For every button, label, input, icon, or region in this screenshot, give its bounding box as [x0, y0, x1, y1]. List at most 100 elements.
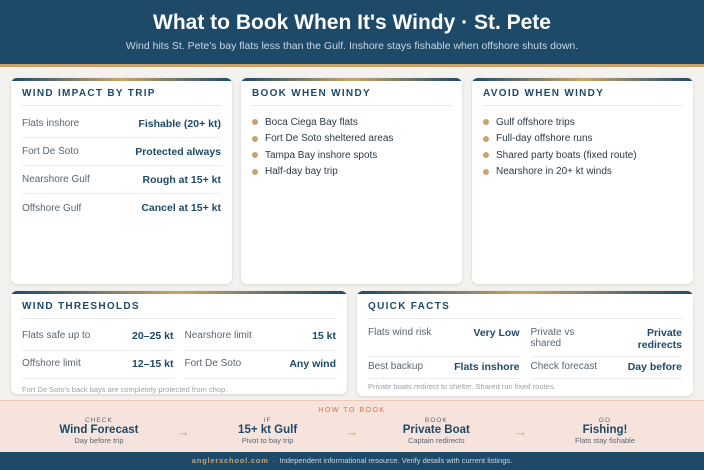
- cell-label: Offshore limit: [22, 358, 81, 369]
- cell-value: 15 kt: [312, 330, 336, 342]
- fact-cell: Flats wind risk Very Low: [368, 323, 520, 357]
- bullet-icon: [483, 152, 489, 159]
- cell-value: 12–15 kt: [132, 358, 174, 370]
- item-text: Half-day bay trip: [265, 166, 338, 178]
- step-m: Wind Forecast: [59, 424, 139, 436]
- item-text: Nearshore in 20+ kt winds: [496, 166, 612, 178]
- item-text: Tampa Bay inshore spots: [265, 149, 378, 161]
- footer-brand-link[interactable]: anglerschool.com: [191, 456, 269, 465]
- cell-label: Flats safe up to: [22, 330, 91, 341]
- bullet-icon: [252, 135, 258, 142]
- fact-cell: Private vs shared Private redirects: [530, 323, 682, 357]
- step-l: IF: [263, 417, 272, 424]
- row-label: Offshore Gulf: [22, 202, 82, 214]
- cell-label: Best backup: [368, 361, 424, 372]
- fact-cell: Offshore limit 12–15 kt: [22, 351, 174, 379]
- item-text: Gulf offshore trips: [496, 116, 575, 128]
- wind-impact-card: WIND IMPACT BY TRIP Flats inshore Fishabl…: [11, 78, 232, 284]
- fact-cell: Nearshore limit 15 kt: [184, 323, 336, 351]
- row-label: Nearshore Gulf: [22, 174, 90, 185]
- cell-label: Check forecast: [530, 361, 598, 372]
- row-label: Flats inshore: [22, 118, 80, 129]
- row-value: Fishable (20+ kt): [138, 117, 221, 130]
- arrow-right-icon: →: [514, 423, 528, 439]
- footer-text: Independent informational resource. Veri…: [279, 456, 513, 465]
- step-s: Flats stay fishable: [574, 436, 635, 445]
- step-l: CHECK: [85, 417, 113, 424]
- footer: anglerschool.com · Independent informati…: [0, 452, 704, 470]
- step-1: CHECK Wind Forecast Day before trip: [39, 417, 159, 445]
- impact-row: Nearshore Gulf Rough at 15+ kt: [22, 166, 221, 194]
- cell-label: Flats wind risk: [368, 327, 432, 338]
- row-value: Cancel at 15+ kt: [141, 202, 221, 214]
- bullet-icon: [483, 119, 489, 126]
- step-s: Pivot to bay trip: [241, 436, 294, 445]
- wind-thresholds-card: WIND THRESHOLDS Flats safe up to 20–25 kt…: [11, 291, 347, 394]
- row-label: Fort De Soto: [22, 146, 79, 157]
- bullet-icon: [483, 135, 489, 142]
- avoid-when-windy-card: AVOID WHEN WINDY Gulf offshore trips Full…: [472, 78, 693, 284]
- arrow-right-icon: →: [345, 423, 359, 439]
- impact-row: Offshore Gulf Cancel at 15+ kt: [22, 194, 221, 222]
- cell-value: Private redirects: [637, 327, 682, 351]
- card-title: BOOK WHEN WINDY: [252, 78, 451, 106]
- note: Private boats redirect to shelter. Share…: [368, 382, 556, 391]
- cell-value: 20–25 kt: [132, 330, 174, 342]
- row-value: Rough at 15+ kt: [142, 173, 221, 186]
- bullet-icon: [252, 119, 258, 126]
- list-item: Half-day bay trip: [252, 164, 451, 181]
- cell-value: Very Low: [473, 327, 520, 339]
- step-m: 15+ kt Gulf: [238, 424, 298, 436]
- fact-cell: Flats safe up to 20–25 kt: [22, 323, 174, 351]
- item-text: Boca Ciega Bay flats: [265, 116, 358, 128]
- book-when-windy-card: BOOK WHEN WINDY Boca Ciega Bay flats Fort…: [241, 78, 462, 284]
- fact-cell: Best backup Flats inshore: [368, 357, 520, 379]
- list-item: Gulf offshore trips: [483, 114, 682, 131]
- item-text: Fort De Soto sheltered areas: [265, 133, 394, 145]
- step-s: Captain redirects: [407, 436, 465, 445]
- item-text: Shared party boats (fixed route): [496, 149, 637, 161]
- list-item: Fort De Soto sheltered areas: [252, 131, 451, 148]
- cell-value: Day before: [627, 361, 682, 373]
- arrow-right-icon: →: [176, 423, 190, 439]
- cell-value: Any wind: [289, 358, 336, 370]
- how-to-book: HOW TO BOOK CHECK Wind Forecast Day before…: [0, 400, 704, 452]
- impact-row: Flats inshore Fishable (20+ kt): [22, 110, 221, 138]
- list-item: Full-day offshore runs: [483, 131, 682, 148]
- cell-label: Private vs shared: [530, 327, 575, 349]
- separator: ·: [272, 456, 276, 465]
- cell-label: Nearshore limit: [184, 330, 252, 341]
- list-item: Shared party boats (fixed route): [483, 147, 682, 164]
- step-3: BOOK Private Boat Captain redirects: [376, 417, 496, 445]
- cell-label: Fort De Soto: [184, 358, 242, 369]
- row-value: Protected always: [135, 145, 221, 158]
- step-s: Day before trip: [74, 436, 124, 445]
- card-title: WIND THRESHOLDS: [22, 291, 336, 319]
- cell-value: Flats inshore: [454, 361, 520, 373]
- divider: [0, 64, 704, 67]
- card-title: AVOID WHEN WINDY: [483, 78, 682, 106]
- step-m: Fishing!: [582, 424, 628, 436]
- bullet-icon: [252, 152, 258, 159]
- bullet-icon: [483, 168, 489, 175]
- page-title: What to Book When It's Windy · St. Pete: [153, 11, 551, 34]
- note: Fort De Soto's back bays are completely …: [22, 385, 228, 394]
- impact-row: Fort De Soto Protected always: [22, 138, 221, 166]
- how-to-book-title: HOW TO BOOK: [318, 407, 386, 414]
- fact-cell: Check forecast Day before: [530, 357, 682, 379]
- fact-cell: Fort De Soto Any wind: [184, 351, 336, 379]
- page-subtitle: Wind hits St. Pete's bay flats less than…: [125, 40, 579, 52]
- step-l: GO: [598, 417, 612, 424]
- list-item: Boca Ciega Bay flats: [252, 114, 451, 131]
- card-title: WIND IMPACT BY TRIP: [22, 78, 221, 106]
- step-2: IF 15+ kt Gulf Pivot to bay trip: [208, 417, 328, 445]
- card-title: QUICK FACTS: [368, 291, 682, 319]
- step-m: Private Boat: [402, 424, 470, 436]
- bullet-icon: [252, 168, 258, 175]
- list-item: Nearshore in 20+ kt winds: [483, 164, 682, 181]
- header: What to Book When It's Windy · St. Pete …: [0, 0, 704, 64]
- quick-facts-card: QUICK FACTS Flats wind risk Very Low Priva…: [357, 291, 693, 396]
- step-l: BOOK: [424, 417, 448, 424]
- item-text: Full-day offshore runs: [496, 133, 593, 145]
- list-item: Tampa Bay inshore spots: [252, 147, 451, 164]
